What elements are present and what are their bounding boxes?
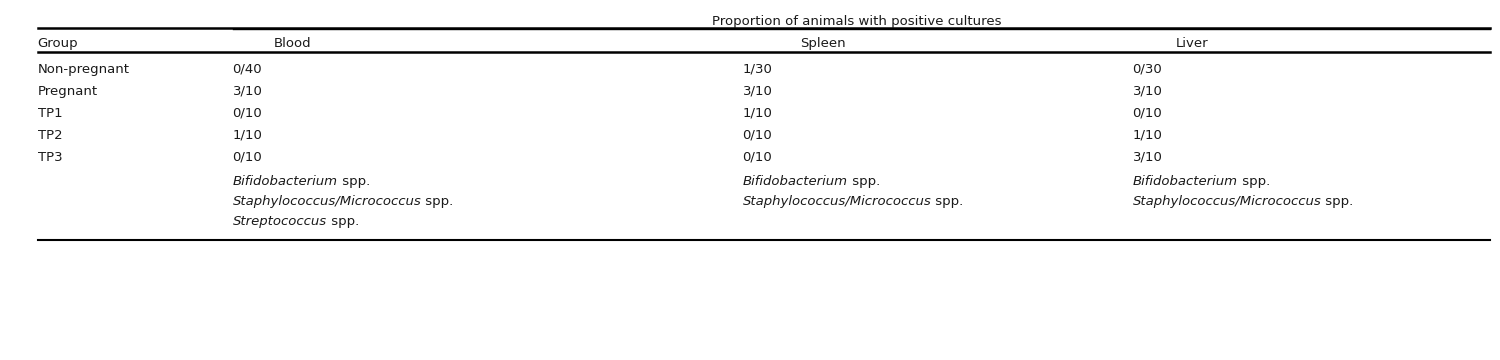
Text: Non-pregnant: Non-pregnant	[38, 63, 129, 76]
Text: 1/10: 1/10	[742, 107, 772, 120]
Text: Staphylococcus/Micrococcus: Staphylococcus/Micrococcus	[742, 195, 932, 208]
Text: Group: Group	[38, 37, 78, 50]
Text: Staphylococcus/Micrococcus: Staphylococcus/Micrococcus	[232, 195, 422, 208]
Text: spp.: spp.	[338, 175, 369, 188]
Text: 3/10: 3/10	[1132, 85, 1162, 98]
Text: spp.: spp.	[847, 175, 879, 188]
Text: 0/10: 0/10	[1132, 107, 1162, 120]
Text: 3/10: 3/10	[1132, 151, 1162, 164]
Text: spp.: spp.	[1238, 175, 1269, 188]
Text: Bifidobacterium: Bifidobacterium	[1132, 175, 1238, 188]
Text: 3/10: 3/10	[742, 85, 772, 98]
Text: Bifidobacterium: Bifidobacterium	[742, 175, 847, 188]
Text: 1/30: 1/30	[742, 63, 772, 76]
Text: spp.: spp.	[932, 195, 963, 208]
Text: Proportion of animals with positive cultures: Proportion of animals with positive cult…	[711, 15, 1001, 28]
Text: spp.: spp.	[422, 195, 453, 208]
Text: 0/10: 0/10	[232, 151, 262, 164]
Text: Streptococcus: Streptococcus	[232, 215, 327, 228]
Text: spp.: spp.	[1322, 195, 1353, 208]
Text: 0/10: 0/10	[742, 129, 772, 142]
Text: 1/10: 1/10	[1132, 129, 1162, 142]
Text: 0/10: 0/10	[232, 107, 262, 120]
Text: 0/40: 0/40	[232, 63, 262, 76]
Text: Liver: Liver	[1176, 37, 1209, 50]
Text: spp.: spp.	[327, 215, 358, 228]
Text: 0/30: 0/30	[1132, 63, 1162, 76]
Text: TP2: TP2	[38, 129, 62, 142]
Text: TP1: TP1	[38, 107, 62, 120]
Text: 3/10: 3/10	[232, 85, 262, 98]
Text: TP3: TP3	[38, 151, 62, 164]
Text: Blood: Blood	[273, 37, 312, 50]
Text: Pregnant: Pregnant	[38, 85, 98, 98]
Text: 0/10: 0/10	[742, 151, 772, 164]
Text: 1/10: 1/10	[232, 129, 262, 142]
Text: Bifidobacterium: Bifidobacterium	[232, 175, 338, 188]
Text: Spleen: Spleen	[800, 37, 846, 50]
Text: Staphylococcus/Micrococcus: Staphylococcus/Micrococcus	[1132, 195, 1322, 208]
